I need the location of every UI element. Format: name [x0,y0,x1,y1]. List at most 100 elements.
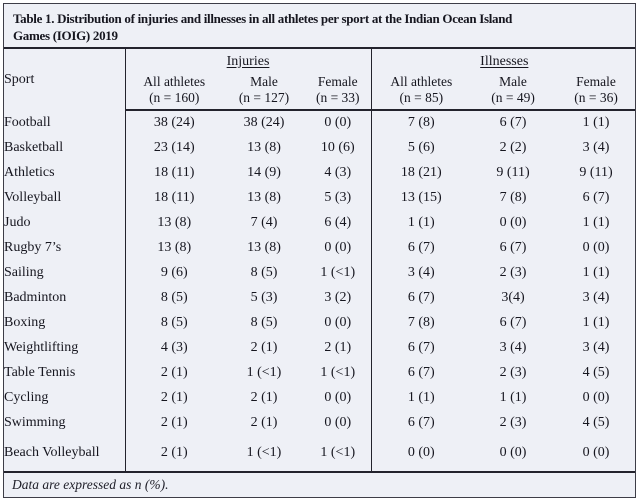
value-cell: 2 (1) [324,339,352,355]
sport-cell: Badminton [4,289,67,305]
value-cell: 0 (0) [324,115,352,130]
sport-cell: Rugby 7’s [4,239,62,255]
group-header-illnesses-label: Illnesses [480,53,529,69]
column-label: Female [317,74,358,89]
table-body: Football 38 (24) 38 (24) 0 (0) 7 (8) 6 (7) 1 (… [4,110,635,473]
value-cell: 6 (7) [499,314,527,330]
value-cell: 23 (14) [124,135,223,160]
table-row: Weightlifting 4 (3) 2 (1) 2 (1) 6 (7) 3 (4) 3 … [4,335,635,360]
column-label: All athletes [390,74,453,89]
value-cell: 6 (7) [370,335,472,360]
table-row: Boxing 8 (5) 8 (5) 0 (0) 7 (8) 6 (7) 1 (1) [4,310,635,335]
value-cell: 6 (7) [499,115,527,130]
value-cell: 2 (3) [499,364,527,380]
value-cell: 1 (1) [370,210,472,235]
table-row: Badminton 8 (5) 5 (3) 3 (2) 6 (7) 3(4) 3 (4) [4,285,635,310]
value-cell: 1 (<1) [320,364,356,380]
value-cell: 0 (0) [555,435,635,473]
value-cell: 6 (4) [324,214,352,230]
sport-cell: Swimming [4,414,66,430]
table-row: Sailing 9 (6) 8 (5) 1 (<1) 3 (4) 2 (3) 1 (1) [4,260,635,285]
value-cell: 2 (1) [124,385,223,410]
value-cell: 0 (0) [370,435,472,473]
sport-cell: Boxing [4,314,46,330]
caption-line-1: Table 1. Distribution of injuries and il… [13,11,513,26]
value-cell: 38 (24) [124,110,223,135]
table-row: Cycling 2 (1) 2 (1) 0 (0) 1 (1) 1 (1) 0 (0) [4,385,635,410]
group-header-injuries: Injuries [124,49,372,74]
value-cell: 2 (3) [499,414,527,430]
value-cell: 5 (3) [250,289,278,305]
table-row: Judo 13 (8) 7 (4) 6 (4) 1 (1) 0 (0) 1 (1) [4,210,635,235]
sport-cell: Basketball [4,139,64,155]
value-cell: 3 (4) [582,139,610,155]
value-cell: 6 (7) [370,235,472,260]
table-row: Beach Volleyball 2 (1) 1 (<1) 1 (<1) 0 (0) 0 … [4,435,635,473]
column-header-injuries-all: All athletes (n = 160) [124,74,223,111]
caption-line-2: Games (IOIG) 2019 [13,28,118,43]
value-cell: 2 (1) [124,410,223,435]
table-row: Rugby 7’s 13 (8) 13 (8) 0 (0) 6 (7) 6 (7) 0 (0… [4,235,635,260]
value-cell: 8 (5) [124,310,223,335]
value-cell: 0 (0) [471,435,556,473]
value-cell: 1 (1) [582,264,610,280]
value-cell: 0 (0) [324,414,352,430]
value-cell: 1 (<1) [246,364,282,380]
value-cell: 13 (15) [370,185,472,210]
column-header-illnesses-male: Male (n = 49) [471,74,556,111]
sport-cell: Judo [4,214,31,230]
value-cell: 2 (1) [250,339,278,355]
sub-header-row: All athletes (n = 160) Male (n = 127) Fe… [4,74,635,111]
value-cell: 4 (3) [324,164,352,180]
value-cell: 1 (<1) [305,435,372,473]
value-cell: 0 (0) [582,389,610,405]
column-header-sport: Sport [4,71,35,87]
value-cell: 1 (1) [370,385,472,410]
value-cell: 38 (24) [243,115,285,130]
table-row: Table Tennis 2 (1) 1 (<1) 1 (<1) 6 (7) 2 (3) 4… [4,360,635,385]
value-cell: 4 (5) [582,414,610,430]
table-row: Swimming 2 (1) 2 (1) 0 (0) 6 (7) 2 (3) 4 (5) [4,410,635,435]
value-cell: 14 (9) [247,164,281,180]
value-cell: 3 (4) [370,260,472,285]
column-label: All athletes [143,74,206,89]
value-cell: 18 (11) [124,185,223,210]
value-cell: 8 (5) [124,285,223,310]
table-row: Athletics 18 (11) 14 (9) 4 (3) 18 (21) 9 (11)… [4,160,635,185]
value-cell: 13 (8) [247,139,281,155]
table-row: Football 38 (24) 38 (24) 0 (0) 7 (8) 6 (7) 1 (… [4,110,635,135]
value-cell: 6 (7) [582,189,610,205]
group-header-injuries-label: Injuries [226,53,270,69]
sport-cell: Football [4,114,51,130]
table-figure: Table 1. Distribution of injuries and il… [3,3,636,498]
column-header-illnesses-female: Female (n = 36) [555,74,635,111]
column-n: (n = 33) [315,90,360,105]
value-cell: 13 (8) [247,189,281,205]
value-cell: 1 (1) [582,314,610,330]
sport-cell: Athletics [4,164,55,180]
value-cell: 3(4) [501,289,525,305]
value-cell: 13 (8) [124,210,223,235]
table-row: Basketball 23 (14) 13 (8) 10 (6) 5 (6) 2 (2) 3… [4,135,635,160]
group-header-row: Sport Injuries Illnesses [4,49,635,87]
column-header-injuries-male: Male (n = 127) [223,74,305,111]
value-cell: 7 (8) [370,110,472,135]
value-cell: 0 (0) [582,239,610,255]
value-cell: 1 (<1) [223,435,305,473]
value-cell: 8 (5) [250,264,278,280]
value-cell: 2 (2) [499,139,527,155]
value-cell: 18 (11) [124,160,223,185]
value-cell: 2 (1) [124,360,223,385]
value-cell: 7 (4) [250,214,278,230]
value-cell: 6 (7) [370,360,472,385]
value-cell: 3 (4) [582,289,610,305]
value-cell: 1 (<1) [320,264,356,280]
column-header-illnesses-all: All athletes (n = 85) [370,74,472,111]
table-footnote: Data are expressed as n (%). [12,477,169,492]
value-cell: 13 (8) [124,235,223,260]
column-n: (n = 85) [399,90,444,105]
value-cell: 0 (0) [324,314,352,330]
value-cell: 13 (8) [247,239,281,255]
value-cell: 6 (7) [370,410,472,435]
value-cell: 3 (4) [582,339,610,355]
